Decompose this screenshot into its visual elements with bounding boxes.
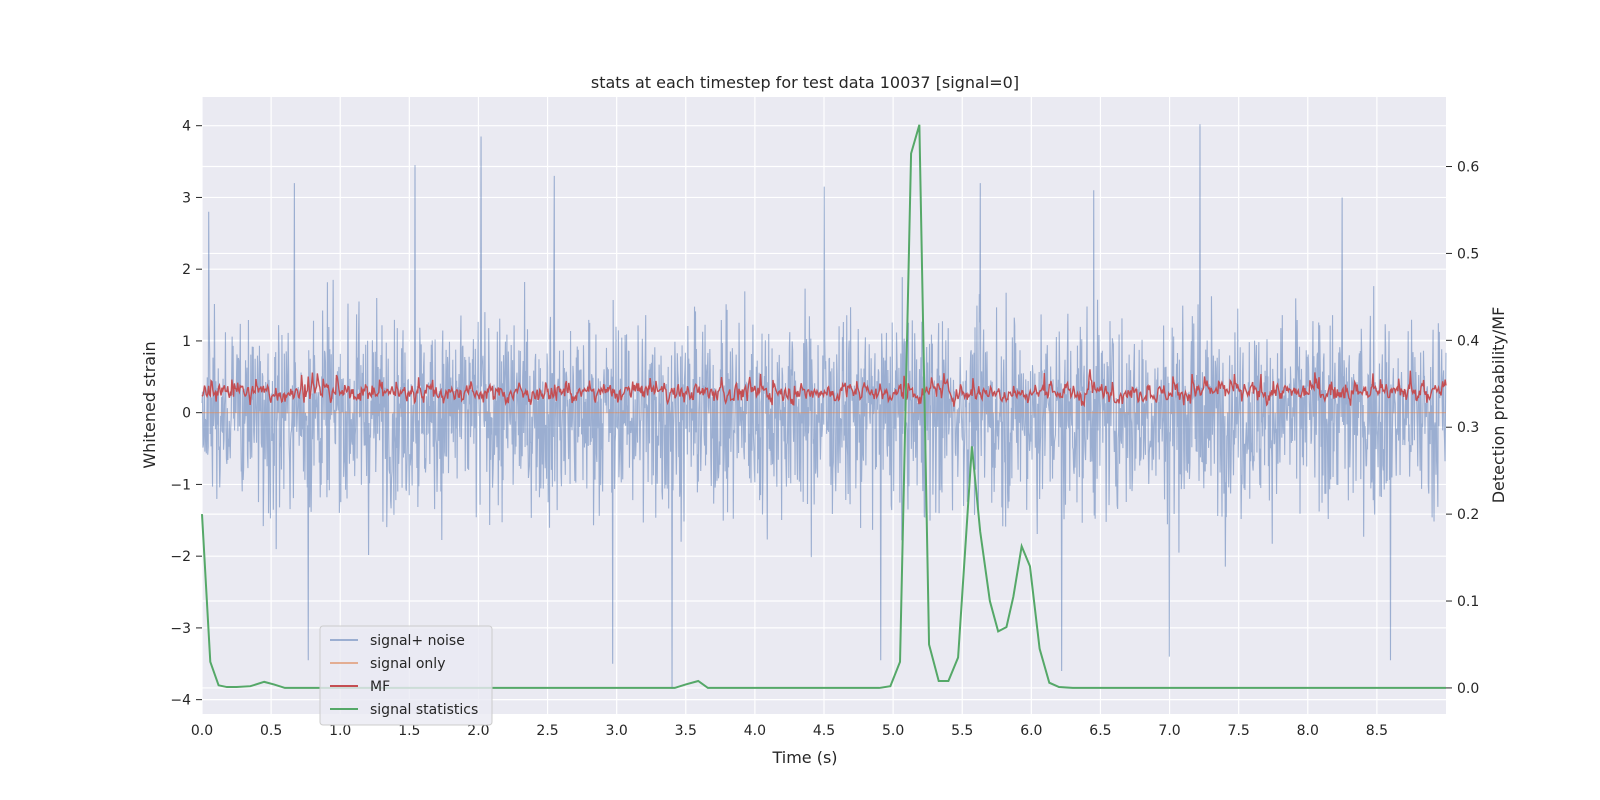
y-tick-label: 0: [182, 406, 191, 422]
y-tick-label: −2: [170, 549, 191, 565]
y-tick-label: −3: [170, 621, 191, 637]
x-tick-label: 5.0: [882, 723, 904, 739]
series-signal-noise-line: [201, 124, 1447, 689]
y-tick-label: 3: [182, 190, 191, 206]
legend-label-signal-only: signal only: [370, 656, 445, 672]
x-tick-label: 5.5: [951, 723, 973, 739]
y2-tick-label: 0.4: [1457, 333, 1479, 349]
y2-tick-label: 0.0: [1457, 681, 1479, 697]
y-tick-label: 1: [182, 334, 191, 350]
x-tick-label: 2.5: [536, 723, 558, 739]
series-signal-statistics-line: [201, 124, 1446, 689]
x-tick-label: 6.0: [1020, 723, 1042, 739]
x-tick-label: 7.0: [1158, 723, 1180, 739]
y-tick-label: −4: [170, 693, 191, 709]
x-tick-label: 4.5: [813, 723, 835, 739]
y2-tick-label: 0.6: [1457, 160, 1479, 176]
x-tick-label: 7.5: [1228, 723, 1250, 739]
y-tick-label: 2: [182, 262, 191, 278]
legend-label-signal-statistics: signal statistics: [370, 702, 478, 718]
tick-layer: 0.0 0.5 1.0 1.5 2.0 2.5 3.0 3.5 4.0 4.5 5.0 5.5 6.0 6…: [170, 119, 1479, 739]
x-tick-label: 1.0: [329, 723, 351, 739]
series-mf-line: [201, 369, 1447, 408]
x-tick-label: 3.5: [675, 723, 697, 739]
legend-label-mf: MF: [370, 679, 390, 695]
y2-tick-label: 0.1: [1457, 594, 1479, 610]
chart-title: stats at each timestep for test data 100…: [591, 73, 1019, 92]
x-tick-label: 0.5: [260, 723, 282, 739]
legend-box: [319, 625, 493, 726]
y-axis-label: Whitened strain: [140, 341, 159, 468]
x-axis-label: Time (s): [771, 748, 837, 767]
y2-axis-label: Detection probability/MF: [1489, 307, 1508, 504]
x-tick-label: 3.0: [606, 723, 628, 739]
y2-tick-label: 0.5: [1457, 246, 1479, 262]
x-tick-label: 6.5: [1089, 723, 1111, 739]
x-tick-label: 4.0: [744, 723, 766, 739]
data-layer: [201, 124, 1447, 689]
y-tick-label: −1: [170, 477, 191, 493]
x-tick-label: 1.5: [398, 723, 420, 739]
y2-tick-label: 0.2: [1457, 507, 1479, 523]
x-tick-label: 0.0: [191, 723, 213, 739]
legend-label-signal-noise: signal+ noise: [370, 633, 465, 649]
x-tick-label: 8.5: [1366, 723, 1388, 739]
x-tick-label: 8.0: [1297, 723, 1319, 739]
legend: signal+ noise signal only MF signal stat…: [319, 625, 493, 726]
y-tick-label: 4: [182, 119, 191, 135]
y2-tick-label: 0.3: [1457, 420, 1479, 436]
x-tick-label: 2.0: [467, 723, 489, 739]
